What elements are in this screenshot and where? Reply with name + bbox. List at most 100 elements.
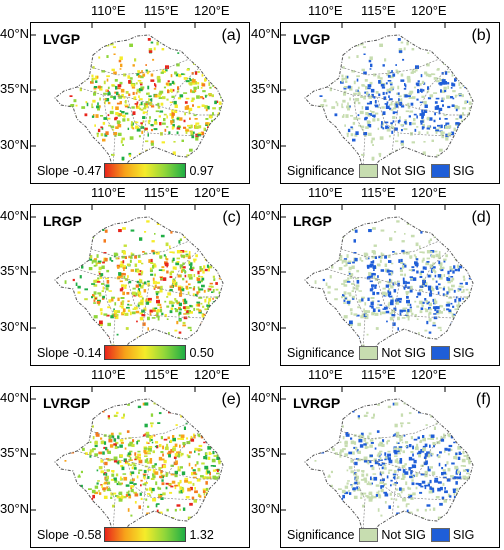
raster-pixel <box>211 255 215 259</box>
raster-pixel <box>397 468 402 471</box>
not-sig-label: Not SIG <box>381 345 426 360</box>
raster-pixel <box>326 420 331 425</box>
raster-pixel <box>475 162 478 164</box>
raster-pixel <box>368 272 372 276</box>
raster-pixel <box>441 472 444 476</box>
raster-pixel <box>348 466 353 470</box>
raster-pixel <box>470 257 473 261</box>
raster-pixel <box>89 221 93 224</box>
raster-pixel <box>161 312 164 316</box>
raster-pixel <box>461 458 466 463</box>
raster-pixel <box>102 286 105 290</box>
raster-pixel <box>145 301 150 305</box>
raster-pixel <box>208 285 213 288</box>
raster-pixel <box>63 138 67 140</box>
raster-pixel <box>339 451 342 456</box>
raster-pixel <box>467 485 469 489</box>
raster-pixel <box>410 234 415 238</box>
raster-pixel <box>207 301 210 305</box>
raster-pixel <box>389 98 393 101</box>
raster-pixel <box>441 79 446 83</box>
raster-pixel <box>115 441 119 445</box>
raster-pixel <box>96 134 99 138</box>
raster-pixel <box>146 461 150 464</box>
raster-pixel <box>462 340 465 343</box>
raster-pixel <box>419 310 423 314</box>
raster-pixel <box>206 244 209 247</box>
raster-pixel <box>126 430 130 433</box>
raster-pixel <box>146 441 148 444</box>
raster-pixel <box>344 441 348 445</box>
raster-pixel <box>423 281 428 285</box>
raster-pixel <box>140 101 143 105</box>
raster-pixel <box>454 298 457 303</box>
raster-pixel <box>476 529 478 533</box>
raster-pixel <box>354 461 358 466</box>
raster-pixel <box>457 446 462 450</box>
raster-pixel <box>207 313 211 317</box>
raster-pixel <box>134 493 139 497</box>
raster-pixel <box>126 454 130 457</box>
raster-pixel <box>215 238 219 242</box>
raster-pixel <box>399 98 402 101</box>
raster-pixel <box>102 138 106 142</box>
raster-pixel <box>466 312 469 315</box>
raster-pixel <box>402 450 405 454</box>
raster-pixel <box>164 128 167 132</box>
raster-pixel <box>191 467 194 470</box>
raster-pixel <box>356 75 360 78</box>
raster-pixel <box>107 322 111 327</box>
raster-pixel <box>130 257 133 259</box>
raster-pixel <box>128 463 131 466</box>
raster-pixel <box>353 80 356 85</box>
raster-pixel <box>214 476 219 480</box>
raster-pixel <box>351 290 354 292</box>
raster-pixel <box>343 92 346 96</box>
raster-pixel <box>111 298 114 302</box>
raster-pixel <box>186 441 191 445</box>
raster-pixel <box>371 156 375 161</box>
raster-pixel <box>176 117 179 120</box>
raster-pixel <box>216 136 221 140</box>
raster-pixel <box>383 306 388 310</box>
raster-pixel <box>91 283 96 285</box>
raster-pixel <box>191 472 194 476</box>
raster-pixel <box>330 491 334 495</box>
raster-pixel <box>393 469 397 473</box>
raster-pixel <box>422 437 426 442</box>
raster-pixel <box>409 122 412 126</box>
raster-pixel <box>347 261 351 264</box>
raster-pixel <box>172 301 175 304</box>
raster-pixel <box>394 423 398 428</box>
raster-pixel <box>137 457 141 461</box>
raster-pixel <box>390 285 394 289</box>
not-sig-swatch <box>359 163 379 178</box>
province-boundary <box>90 422 190 440</box>
raster-pixel <box>432 507 436 511</box>
raster-pixel <box>450 302 453 305</box>
raster-pixel <box>360 95 364 98</box>
raster-pixel <box>136 269 140 273</box>
raster-pixel <box>467 313 471 316</box>
raster-pixel <box>65 410 67 413</box>
lat-label-40: 40°N <box>0 26 30 41</box>
raster-pixel <box>225 312 227 314</box>
raster-pixel <box>357 306 361 309</box>
raster-pixel <box>447 281 451 284</box>
raster-pixel <box>149 309 154 313</box>
raster-pixel <box>201 74 204 77</box>
province-boundary <box>340 240 440 258</box>
raster-pixel <box>441 220 446 223</box>
raster-pixel <box>406 311 409 316</box>
raster-pixel <box>457 306 459 310</box>
raster-pixel <box>445 122 450 125</box>
raster-pixel <box>350 275 353 279</box>
raster-pixel <box>148 259 151 263</box>
raster-pixel <box>382 439 385 443</box>
raster-pixel <box>453 513 457 517</box>
raster-pixel <box>215 77 219 80</box>
raster-pixel <box>352 121 356 125</box>
raster-pixel <box>89 258 93 261</box>
raster-pixel <box>471 133 473 136</box>
raster-pixel <box>123 413 125 417</box>
